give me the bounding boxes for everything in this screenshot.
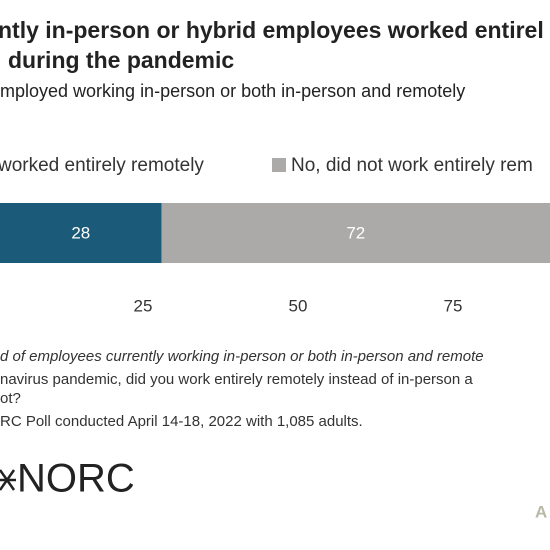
- note: ot?: [0, 390, 21, 407]
- note: d of employees currently working in-pers…: [0, 348, 484, 365]
- legend-swatch: [272, 158, 286, 172]
- x-tick-label: 50: [289, 296, 308, 315]
- value-label: 28: [71, 223, 90, 242]
- chart-subtitle: mployed working in-person or both in-per…: [0, 81, 465, 101]
- value-label: 72: [346, 223, 365, 242]
- x-tick-label: 75: [444, 296, 463, 315]
- bar-segment: [161, 203, 550, 263]
- logo-icon: [0, 469, 16, 491]
- bar-segment: [0, 203, 162, 263]
- x-tick-label: 25: [134, 296, 153, 315]
- credit: A: [535, 502, 547, 521]
- chart-title: ntly in-person or hybrid employees worke…: [0, 17, 544, 43]
- source: RC Poll conducted April 14-18, 2022 with…: [0, 413, 363, 430]
- legend-label: No, did not work entirely rem: [291, 155, 533, 176]
- logo: NORC: [17, 457, 135, 501]
- note: navirus pandemic, did you work entirely …: [0, 371, 473, 388]
- chart-title: during the pandemic: [8, 47, 234, 73]
- legend-label: worked entirely remotely: [0, 155, 204, 176]
